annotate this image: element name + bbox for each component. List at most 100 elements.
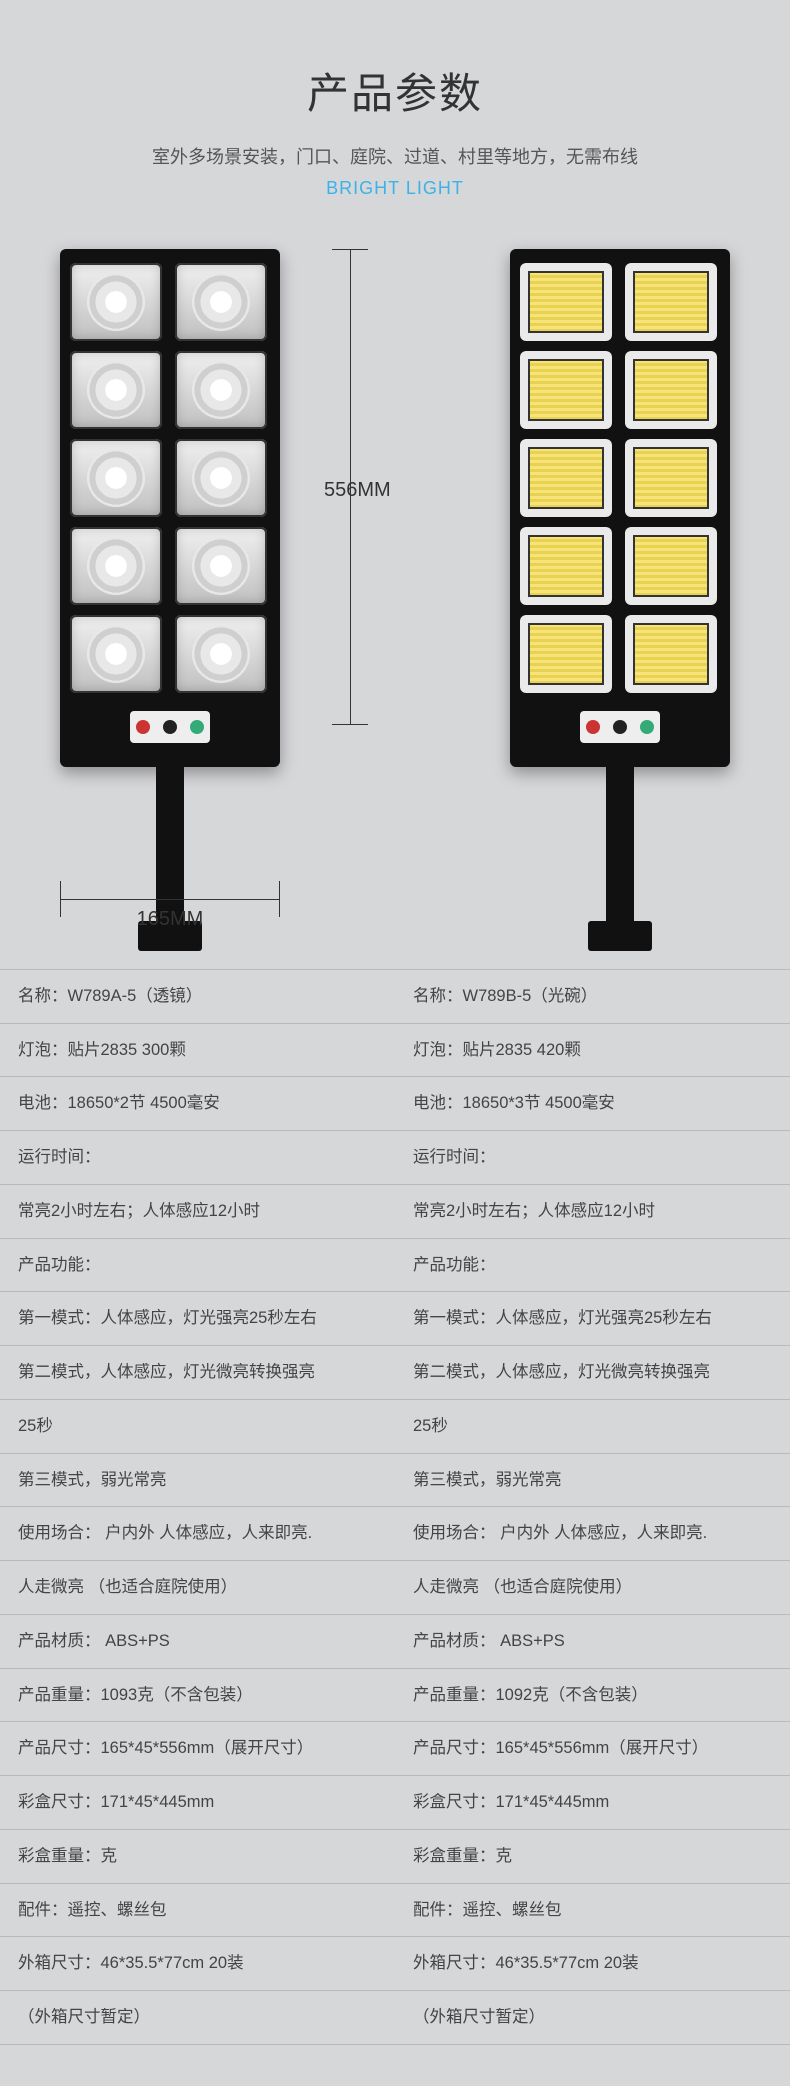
control-sensor (613, 720, 627, 734)
dimension-vertical: 556MM (330, 249, 390, 725)
spec-cell-right: 第三模式，弱光常亮 (395, 1454, 790, 1507)
spec-cell-right: 电池：18650*3节 4500毫安 (395, 1077, 790, 1130)
spec-row: 彩盒尺寸：171*45*445mm彩盒尺寸：171*45*445mm (0, 1775, 790, 1829)
led-array-cell (520, 439, 612, 517)
spec-row: 产品尺寸：165*45*556mm（展开尺寸）产品尺寸：165*45*556mm… (0, 1721, 790, 1775)
spec-row: 彩盒重量：克彩盒重量：克 (0, 1829, 790, 1883)
spec-cell-right: 彩盒尺寸：171*45*445mm (395, 1776, 790, 1829)
spec-cell-left: 第二模式，人体感应，灯光微亮转换强亮 (0, 1346, 395, 1399)
spec-cell-right: 运行时间： (395, 1131, 790, 1184)
product-figure: 556MM 165MM (0, 229, 790, 969)
spec-cell-left: （外箱尺寸暂定） (0, 1991, 395, 2044)
led-array-cell (520, 527, 612, 605)
spec-row: 灯泡：贴片2835 300颗灯泡：贴片2835 420颗 (0, 1023, 790, 1077)
led-lens-cell (175, 263, 267, 341)
lamp-variant-b (510, 249, 730, 951)
dimension-horizontal: 165MM (60, 899, 280, 931)
spec-cell-right: 25秒 (395, 1400, 790, 1453)
spec-row: 产品材质： ABS+PS产品材质： ABS+PS (0, 1614, 790, 1668)
spec-row: 名称：W789A-5（透镜）名称：W789B-5（光碗） (0, 969, 790, 1023)
spec-cell-left: 25秒 (0, 1400, 395, 1453)
lamp-housing (60, 249, 280, 767)
spec-cell-left: 第一模式：人体感应，灯光强亮25秒左右 (0, 1292, 395, 1345)
spec-cell-left: 配件：遥控、螺丝包 (0, 1884, 395, 1937)
spec-cell-left: 常亮2小时左右；人体感应12小时 (0, 1185, 395, 1238)
spec-row: 配件：遥控、螺丝包配件：遥控、螺丝包 (0, 1883, 790, 1937)
dimension-height-label: 556MM (324, 479, 391, 502)
spec-cell-left: 电池：18650*2节 4500毫安 (0, 1077, 395, 1130)
lamp-control-panel (580, 711, 660, 743)
spec-cell-right: 第一模式：人体感应，灯光强亮25秒左右 (395, 1292, 790, 1345)
spec-cell-left: 使用场合： 户内外 人体感应，人来即亮. (0, 1507, 395, 1560)
spec-row: 人走微亮 （也适合庭院使用）人走微亮 （也适合庭院使用） (0, 1560, 790, 1614)
led-array-cell (520, 615, 612, 693)
spec-row: 使用场合： 户内外 人体感应，人来即亮.使用场合： 户内外 人体感应，人来即亮. (0, 1506, 790, 1560)
spec-cell-left: 第三模式，弱光常亮 (0, 1454, 395, 1507)
lamp-housing (510, 249, 730, 767)
spec-cell-right: 名称：W789B-5（光碗） (395, 970, 790, 1023)
spec-row: 常亮2小时左右；人体感应12小时常亮2小时左右；人体感应12小时 (0, 1184, 790, 1238)
spec-row: 25秒25秒 (0, 1399, 790, 1453)
lamp-pole (606, 767, 634, 923)
led-array-cell (625, 351, 717, 429)
led-array-cell (625, 263, 717, 341)
lamp-base (588, 921, 652, 951)
led-array-cell (520, 263, 612, 341)
spec-cell-right: 产品材质： ABS+PS (395, 1615, 790, 1668)
spec-cell-right: 人走微亮 （也适合庭院使用） (395, 1561, 790, 1614)
spec-row: 产品重量：1093克（不含包装）产品重量：1092克（不含包装） (0, 1668, 790, 1722)
control-button-green (640, 720, 654, 734)
spec-row: 第一模式：人体感应，灯光强亮25秒左右第一模式：人体感应，灯光强亮25秒左右 (0, 1291, 790, 1345)
spec-cell-left: 产品尺寸：165*45*556mm（展开尺寸） (0, 1722, 395, 1775)
spec-row: 产品功能：产品功能： (0, 1238, 790, 1292)
spec-row: 运行时间：运行时间： (0, 1130, 790, 1184)
lamp-control-panel (130, 711, 210, 743)
spec-cell-left: 灯泡：贴片2835 300颗 (0, 1024, 395, 1077)
led-lens-cell (70, 615, 162, 693)
led-grid (520, 263, 720, 693)
spec-row: 第三模式，弱光常亮第三模式，弱光常亮 (0, 1453, 790, 1507)
spec-cell-right: 产品重量：1092克（不含包装） (395, 1669, 790, 1722)
dimension-width-label: 165MM (60, 908, 280, 931)
led-array-cell (520, 351, 612, 429)
spec-cell-right: 产品尺寸：165*45*556mm（展开尺寸） (395, 1722, 790, 1775)
spec-cell-right: 常亮2小时左右；人体感应12小时 (395, 1185, 790, 1238)
led-lens-cell (70, 527, 162, 605)
spec-cell-right: 产品功能： (395, 1239, 790, 1292)
led-array-cell (625, 527, 717, 605)
dimension-horizontal-line (60, 899, 280, 900)
led-lens-cell (70, 439, 162, 517)
spec-cell-left: 产品材质： ABS+PS (0, 1615, 395, 1668)
spec-row: 外箱尺寸：46*35.5*77cm 20装外箱尺寸：46*35.5*77cm 2… (0, 1936, 790, 1990)
spec-table: 名称：W789A-5（透镜）名称：W789B-5（光碗）灯泡：贴片2835 30… (0, 969, 790, 2045)
control-button-green (190, 720, 204, 734)
spec-cell-left: 彩盒重量：克 (0, 1830, 395, 1883)
spec-cell-right: 外箱尺寸：46*35.5*77cm 20装 (395, 1937, 790, 1990)
spec-cell-right: 灯泡：贴片2835 420颗 (395, 1024, 790, 1077)
page-subtitle: 室外多场景安装，门口、庭院、过道、村里等地方，无需布线 (20, 143, 770, 172)
spec-row: 第二模式，人体感应，灯光微亮转换强亮第二模式，人体感应，灯光微亮转换强亮 (0, 1345, 790, 1399)
spec-cell-right: 使用场合： 户内外 人体感应，人来即亮. (395, 1507, 790, 1560)
bright-light-label: BRIGHT LIGHT (20, 178, 770, 199)
led-lens-cell (175, 527, 267, 605)
lamp-variant-a (60, 249, 280, 951)
spec-cell-left: 名称：W789A-5（透镜） (0, 970, 395, 1023)
spec-cell-right: 配件：遥控、螺丝包 (395, 1884, 790, 1937)
led-lens-cell (175, 439, 267, 517)
spec-cell-left: 产品重量：1093克（不含包装） (0, 1669, 395, 1722)
page-title: 产品参数 (20, 60, 770, 121)
led-array-cell (625, 615, 717, 693)
led-lens-cell (70, 351, 162, 429)
led-lens-cell (70, 263, 162, 341)
control-sensor (163, 720, 177, 734)
led-lens-cell (175, 615, 267, 693)
spec-cell-left: 人走微亮 （也适合庭院使用） (0, 1561, 395, 1614)
header: 产品参数 室外多场景安装，门口、庭院、过道、村里等地方，无需布线 BRIGHT … (0, 0, 790, 229)
led-grid (70, 263, 270, 693)
spec-cell-right: 第二模式，人体感应，灯光微亮转换强亮 (395, 1346, 790, 1399)
spec-cell-right: （外箱尺寸暂定） (395, 1991, 790, 2044)
spec-row: （外箱尺寸暂定）（外箱尺寸暂定） (0, 1990, 790, 2045)
control-indicator-red (586, 720, 600, 734)
spec-cell-left: 彩盒尺寸：171*45*445mm (0, 1776, 395, 1829)
spec-cell-right: 彩盒重量：克 (395, 1830, 790, 1883)
